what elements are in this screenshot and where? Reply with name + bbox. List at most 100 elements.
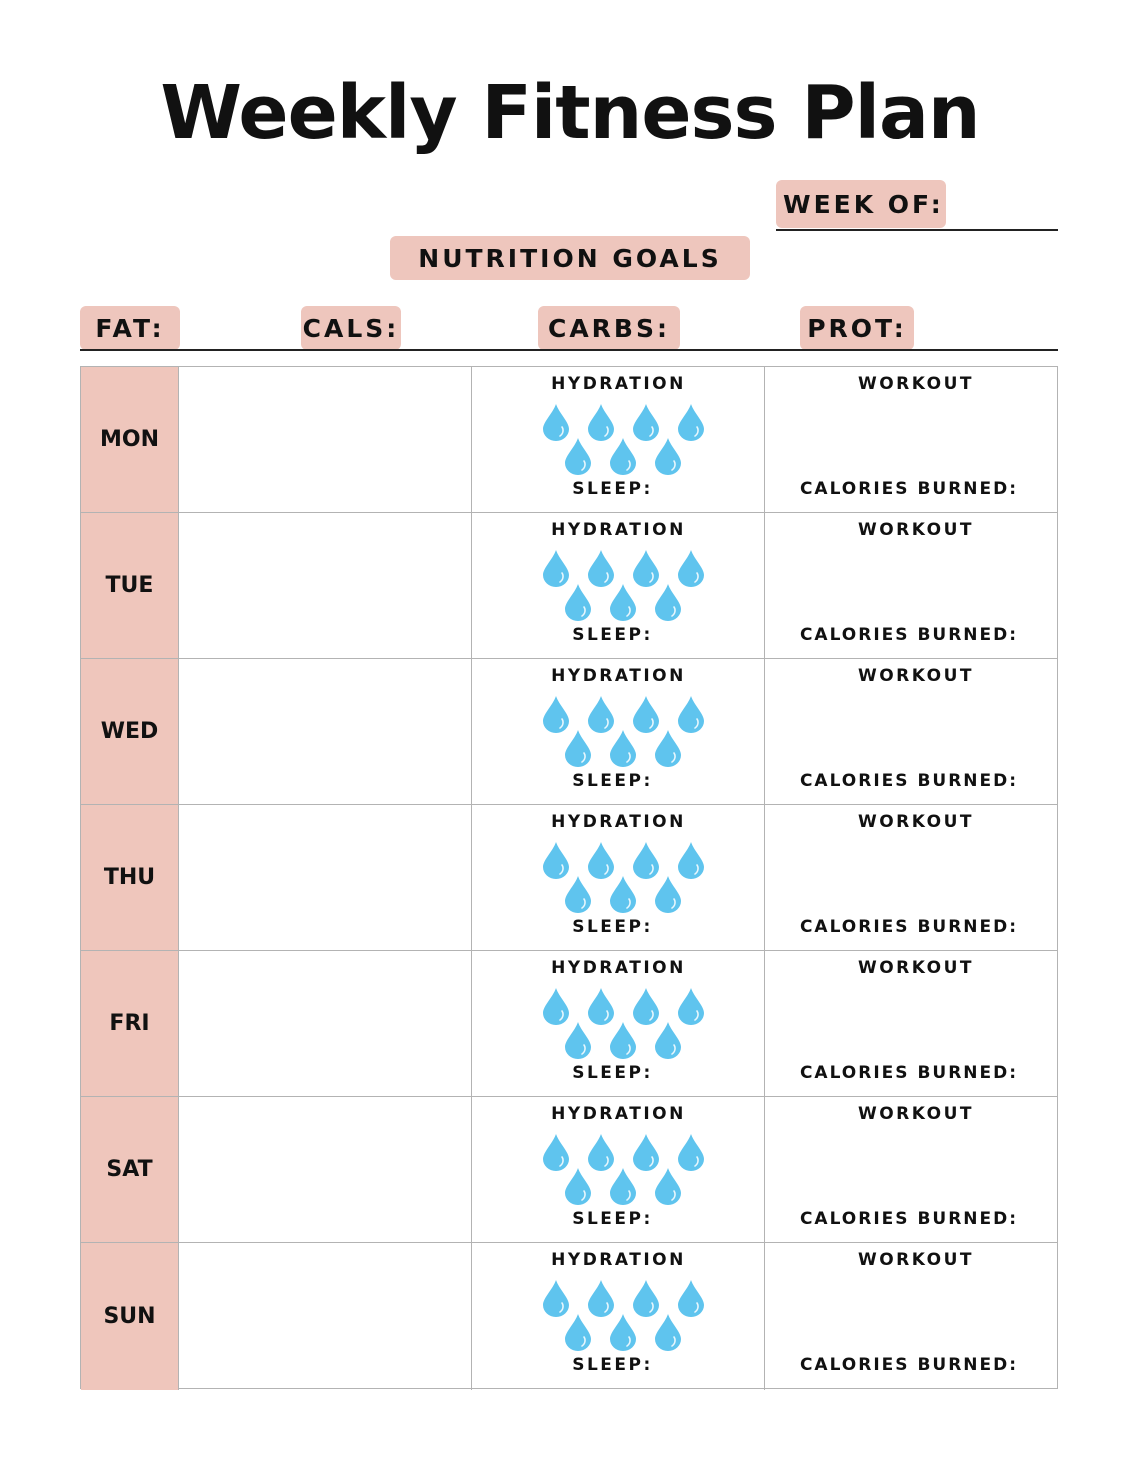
day-label-fri: FRI [81, 951, 179, 1096]
water-drop-icon[interactable] [654, 1167, 682, 1205]
water-drop-icon[interactable] [542, 695, 570, 733]
water-drop-icon[interactable] [587, 695, 615, 733]
water-drop-icon[interactable] [564, 1167, 592, 1205]
water-drops [542, 841, 707, 913]
day-row: FRI HYDRATION SLEEP: WORKOUT CALORIES BU… [81, 951, 1057, 1097]
workout-cell[interactable]: WORKOUT CALORIES BURNED: [765, 1097, 1057, 1242]
sleep-label: SLEEP: [572, 1063, 653, 1083]
workout-cell[interactable]: WORKOUT CALORIES BURNED: [765, 1243, 1057, 1390]
water-drop-icon[interactable] [677, 841, 705, 879]
water-drop-icon[interactable] [587, 1279, 615, 1317]
day-row: MON HYDRATION SLEEP: WORKOUT CALORIES BU… [81, 367, 1057, 513]
day-notes-cell[interactable] [179, 1097, 472, 1242]
water-drop-icon[interactable] [677, 403, 705, 441]
water-drop-icon[interactable] [564, 583, 592, 621]
water-drop-icon[interactable] [542, 841, 570, 879]
water-drop-icon[interactable] [542, 987, 570, 1025]
water-drop-icon[interactable] [542, 549, 570, 587]
water-drop-icon[interactable] [654, 583, 682, 621]
water-drop-icon[interactable] [677, 549, 705, 587]
hydration-cell: HYDRATION SLEEP: [472, 1097, 765, 1242]
day-notes-cell[interactable] [179, 367, 472, 512]
workout-cell[interactable]: WORKOUT CALORIES BURNED: [765, 659, 1057, 804]
water-drops [542, 1133, 707, 1205]
water-drop-icon[interactable] [677, 695, 705, 733]
water-drop-icon[interactable] [609, 1021, 637, 1059]
water-drops [542, 695, 707, 767]
water-drop-icon[interactable] [632, 1279, 660, 1317]
hydration-cell: HYDRATION SLEEP: [472, 951, 765, 1096]
calories-burned-label: CALORIES BURNED: [799, 1209, 1019, 1229]
water-drop-icon[interactable] [587, 549, 615, 587]
water-drop-icon[interactable] [564, 1021, 592, 1059]
day-label-mon: MON [81, 367, 179, 512]
calories-burned-label: CALORIES BURNED: [799, 1355, 1019, 1375]
hydration-cell: HYDRATION SLEEP: [472, 1243, 765, 1390]
water-drop-icon[interactable] [677, 1279, 705, 1317]
water-drop-icon[interactable] [632, 695, 660, 733]
workout-cell[interactable]: WORKOUT CALORIES BURNED: [765, 951, 1057, 1096]
nutrition-goals-input-line[interactable] [80, 349, 1058, 351]
water-drop-icon[interactable] [564, 729, 592, 767]
water-drop-icon[interactable] [564, 1313, 592, 1351]
hydration-label: HYDRATION [551, 666, 686, 686]
water-drop-icon[interactable] [609, 437, 637, 475]
water-drop-icon[interactable] [609, 583, 637, 621]
water-drops [542, 987, 707, 1059]
day-row: SUN HYDRATION SLEEP: WORKOUT CALORIES BU… [81, 1243, 1057, 1390]
water-drop-icon[interactable] [654, 729, 682, 767]
day-notes-cell[interactable] [179, 805, 472, 950]
hydration-label: HYDRATION [551, 958, 686, 978]
day-notes-cell[interactable] [179, 951, 472, 1096]
water-drops [542, 403, 707, 475]
water-drop-icon[interactable] [632, 403, 660, 441]
day-label-wed: WED [81, 659, 179, 804]
day-row: WED HYDRATION SLEEP: WORKOUT CALORIES BU… [81, 659, 1057, 805]
water-drop-icon[interactable] [542, 403, 570, 441]
water-drop-icon[interactable] [654, 875, 682, 913]
water-drop-icon[interactable] [632, 987, 660, 1025]
water-drop-icon[interactable] [632, 549, 660, 587]
water-drop-icon[interactable] [609, 875, 637, 913]
hydration-cell: HYDRATION SLEEP: [472, 805, 765, 950]
water-drop-icon[interactable] [587, 403, 615, 441]
workout-cell[interactable]: WORKOUT CALORIES BURNED: [765, 513, 1057, 658]
day-notes-cell[interactable] [179, 1243, 472, 1390]
water-drop-icon[interactable] [542, 1279, 570, 1317]
hydration-cell: HYDRATION SLEEP: [472, 367, 765, 512]
water-drop-icon[interactable] [564, 437, 592, 475]
water-drop-icon[interactable] [609, 1313, 637, 1351]
hydration-label: HYDRATION [551, 812, 686, 832]
sleep-label: SLEEP: [572, 917, 653, 937]
calories-burned-label: CALORIES BURNED: [799, 1063, 1019, 1083]
workout-label: WORKOUT [857, 1250, 975, 1270]
water-drop-icon[interactable] [654, 1313, 682, 1351]
sleep-label: SLEEP: [572, 479, 653, 499]
water-drops [542, 1279, 707, 1351]
water-drop-icon[interactable] [654, 437, 682, 475]
day-row: TUE HYDRATION SLEEP: WORKOUT CALORIES BU… [81, 513, 1057, 659]
water-drop-icon[interactable] [587, 1133, 615, 1171]
fat-goal-label: FAT: [80, 306, 180, 350]
water-drop-icon[interactable] [654, 1021, 682, 1059]
water-drop-icon[interactable] [609, 1167, 637, 1205]
water-drop-icon[interactable] [677, 1133, 705, 1171]
day-row: SAT HYDRATION SLEEP: WORKOUT CALORIES BU… [81, 1097, 1057, 1243]
week-of-input-line[interactable] [776, 229, 1058, 231]
workout-label: WORKOUT [857, 374, 975, 394]
water-drop-icon[interactable] [609, 729, 637, 767]
hydration-cell: HYDRATION SLEEP: [472, 513, 765, 658]
cals-goal-label: CALS: [301, 306, 401, 350]
water-drop-icon[interactable] [632, 841, 660, 879]
water-drop-icon[interactable] [677, 987, 705, 1025]
workout-cell[interactable]: WORKOUT CALORIES BURNED: [765, 805, 1057, 950]
water-drop-icon[interactable] [564, 875, 592, 913]
day-label-thu: THU [81, 805, 179, 950]
water-drop-icon[interactable] [587, 841, 615, 879]
workout-cell[interactable]: WORKOUT CALORIES BURNED: [765, 367, 1057, 512]
water-drop-icon[interactable] [632, 1133, 660, 1171]
water-drop-icon[interactable] [542, 1133, 570, 1171]
day-notes-cell[interactable] [179, 659, 472, 804]
water-drop-icon[interactable] [587, 987, 615, 1025]
day-notes-cell[interactable] [179, 513, 472, 658]
